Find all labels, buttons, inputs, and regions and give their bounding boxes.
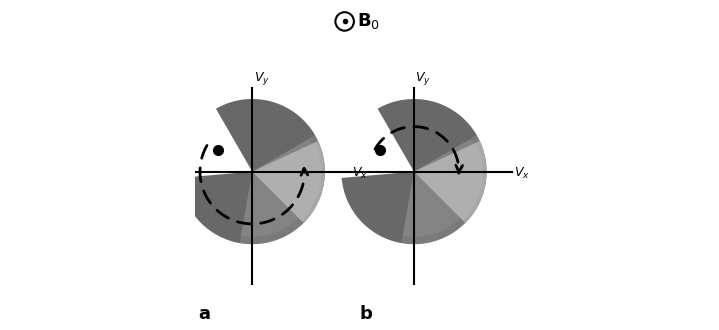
Polygon shape	[401, 135, 487, 244]
Text: $\mathit{V}_y$: $\mathit{V}_y$	[416, 70, 431, 87]
Polygon shape	[241, 139, 318, 237]
Text: $\mathit{V}_y$: $\mathit{V}_y$	[254, 70, 270, 87]
Polygon shape	[252, 143, 321, 220]
Polygon shape	[342, 99, 487, 244]
Polygon shape	[252, 141, 325, 223]
Text: a: a	[198, 305, 210, 323]
Polygon shape	[414, 143, 483, 220]
Polygon shape	[180, 99, 325, 244]
Text: b: b	[360, 305, 372, 323]
Text: $\mathbf{B}_0$: $\mathbf{B}_0$	[357, 12, 380, 31]
Text: $\mathit{V}_x$: $\mathit{V}_x$	[513, 166, 529, 181]
Polygon shape	[403, 139, 480, 237]
Polygon shape	[239, 135, 325, 244]
Polygon shape	[414, 141, 487, 223]
Text: $\mathit{V}_x$: $\mathit{V}_x$	[352, 166, 367, 181]
